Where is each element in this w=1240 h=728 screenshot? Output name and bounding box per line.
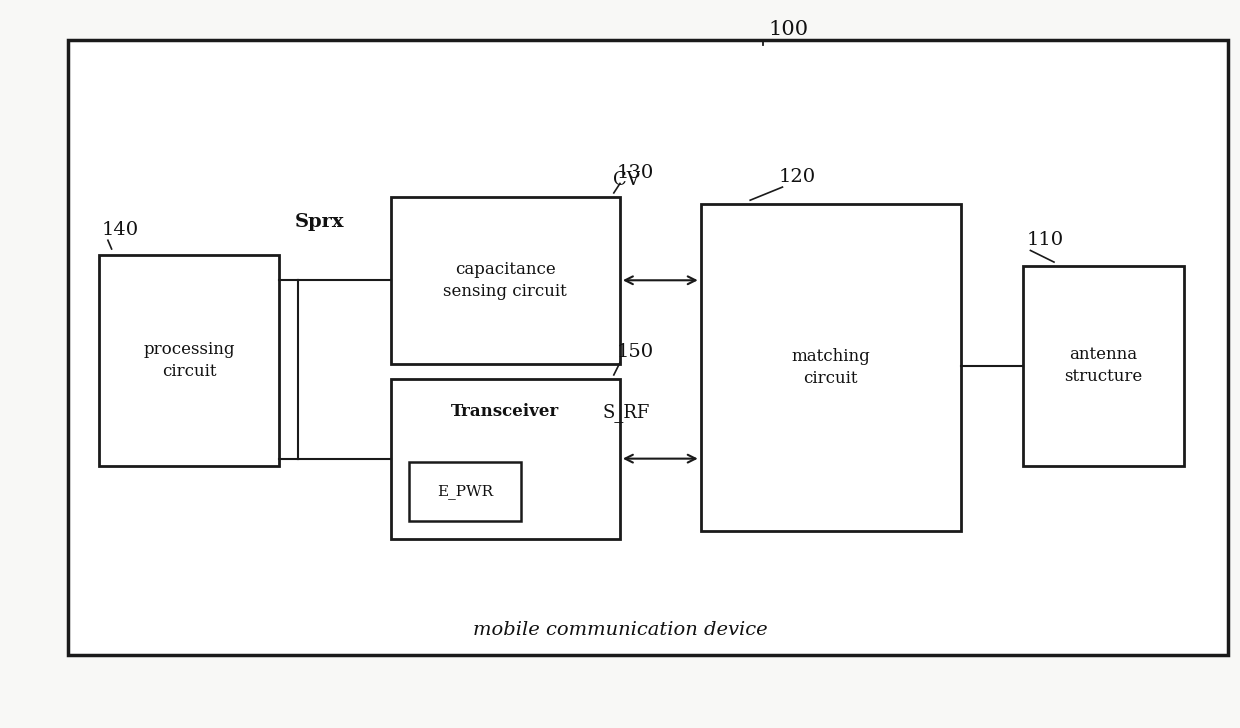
Text: 140: 140 bbox=[102, 221, 139, 239]
Text: processing
circuit: processing circuit bbox=[144, 341, 234, 380]
Bar bbox=[701, 204, 961, 531]
Text: CV: CV bbox=[613, 171, 640, 189]
Text: 120: 120 bbox=[779, 167, 816, 186]
Text: E_PWR: E_PWR bbox=[436, 484, 494, 499]
Bar bbox=[68, 40, 1228, 655]
Text: 110: 110 bbox=[1027, 231, 1064, 249]
Text: S_RF: S_RF bbox=[603, 403, 650, 422]
Text: antenna
structure: antenna structure bbox=[1064, 347, 1143, 385]
Bar bbox=[409, 462, 521, 521]
Text: 100: 100 bbox=[769, 20, 808, 39]
Text: Sprx: Sprx bbox=[295, 213, 345, 231]
Text: matching
circuit: matching circuit bbox=[791, 348, 870, 387]
Text: capacitance
sensing circuit: capacitance sensing circuit bbox=[444, 261, 567, 300]
Text: Transceiver: Transceiver bbox=[451, 403, 559, 420]
Bar bbox=[1023, 266, 1184, 466]
Text: mobile communication device: mobile communication device bbox=[472, 621, 768, 638]
Bar bbox=[391, 197, 620, 364]
Bar bbox=[391, 379, 620, 539]
Text: 150: 150 bbox=[616, 343, 653, 361]
Text: 130: 130 bbox=[616, 164, 653, 182]
Bar bbox=[99, 255, 279, 466]
